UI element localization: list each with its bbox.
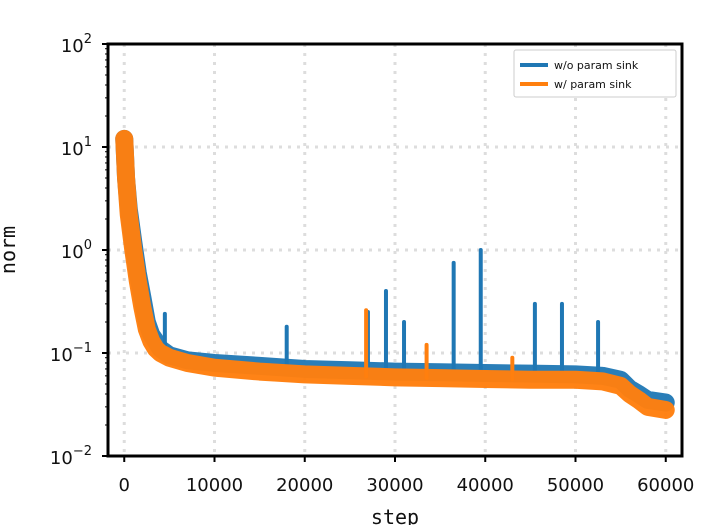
y-tick-label: 101	[61, 135, 92, 160]
x-tick-label: 50000	[547, 475, 604, 496]
y-tick-label: 102	[61, 32, 92, 57]
legend: w/o param sink w/ param sink	[513, 49, 677, 98]
y-tick-label-base: 10	[61, 139, 84, 160]
y-tick-label: 10−1	[50, 341, 92, 366]
y-tick-label-base: 10	[61, 242, 84, 263]
y-tick-label-exponent: −1	[73, 341, 92, 356]
x-tick-label: 0	[119, 475, 130, 496]
y-tick-label: 100	[61, 238, 92, 263]
y-tick-label-base: 10	[61, 36, 84, 57]
series-w-param-sink	[115, 129, 675, 419]
y-tick-label: 10−2	[50, 444, 92, 469]
y-tick-label-exponent: 2	[84, 32, 92, 47]
x-tick-label: 40000	[457, 475, 514, 496]
legend-label-wo-param-sink: w/o param sink	[554, 59, 639, 72]
x-tick-label: 20000	[276, 475, 333, 496]
y-tick-label-exponent: 1	[84, 135, 92, 150]
legend-box	[513, 49, 677, 98]
x-axis-label: step	[371, 505, 419, 525]
y-tick-label-base: 10	[50, 448, 73, 469]
x-tick-label: 30000	[366, 475, 423, 496]
ticks-layer: 0 10000 20000 30000 40000 50000 6000010−210−11…	[50, 32, 694, 496]
series-layer	[115, 129, 675, 419]
legend-label-w-param-sink: w/ param sink	[554, 78, 632, 91]
x-tick-label: 60000	[637, 475, 694, 496]
y-axis-label: norm	[0, 226, 20, 274]
x-tick-label: 10000	[186, 475, 243, 496]
y-tick-label-base: 10	[50, 345, 73, 366]
series-line-w-param-sink	[115, 129, 675, 419]
y-tick-label-exponent: 0	[84, 238, 92, 253]
y-tick-label-exponent: −2	[73, 444, 92, 459]
